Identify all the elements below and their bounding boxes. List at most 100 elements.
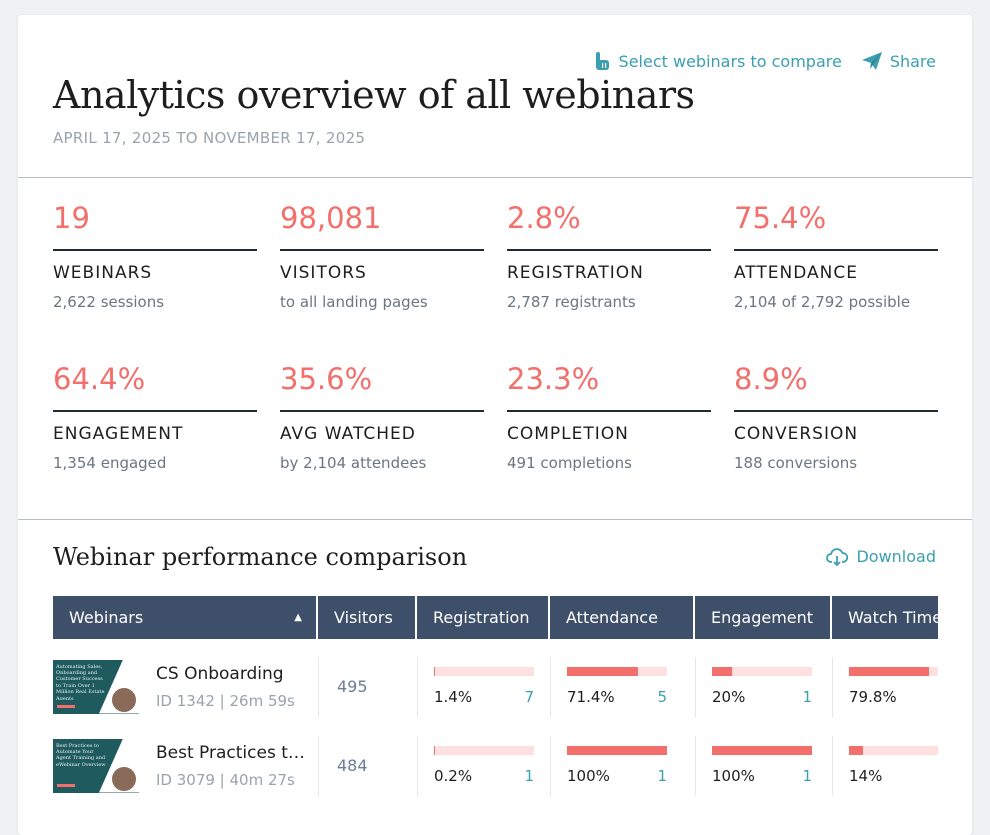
stat-divider bbox=[280, 249, 484, 251]
download-button[interactable]: Download bbox=[826, 547, 936, 566]
engagement-percent: 20% bbox=[712, 688, 745, 706]
attendance-bar-fill bbox=[567, 746, 667, 755]
attendance-bar-fill bbox=[567, 667, 638, 676]
stat-subtext: 2,104 of 2,792 possible bbox=[734, 293, 938, 311]
attendance-cell: 71.4% 5 bbox=[550, 657, 695, 717]
engagement-percent: 100% bbox=[712, 767, 755, 785]
stat-value: 64.4% bbox=[53, 362, 257, 402]
engagement-bar bbox=[712, 746, 812, 755]
date-range: APRIL 17, 2025 TO NOVEMBER 17, 2025 bbox=[53, 129, 365, 147]
stat-label: COMPLETION bbox=[507, 424, 711, 444]
stat-label: WEBINARS bbox=[53, 263, 257, 283]
stat-divider bbox=[53, 249, 257, 251]
attendance-bar bbox=[567, 667, 667, 676]
stat-avg-watched: 35.6% AVG WATCHED by 2,104 attendees bbox=[280, 362, 484, 472]
stat-divider bbox=[734, 410, 938, 412]
analytics-card: Select webinars to compare Share Analyti… bbox=[18, 15, 972, 835]
webinar-meta: ID 3079 | 40m 27s bbox=[156, 771, 305, 789]
webinar-cell[interactable]: Best Practices to Automate Your Agent Tr… bbox=[53, 736, 318, 796]
stat-registration: 2.8% REGISTRATION 2,787 registrants bbox=[507, 201, 711, 311]
stat-value: 23.3% bbox=[507, 362, 711, 402]
stat-subtext: 1,354 engaged bbox=[53, 454, 257, 472]
watch-cell: 79.8% bbox=[832, 657, 938, 717]
engagement-count[interactable]: 1 bbox=[802, 688, 812, 706]
attendance-count[interactable]: 5 bbox=[657, 688, 667, 706]
stat-divider bbox=[53, 410, 257, 412]
stat-subtext: to all landing pages bbox=[280, 293, 484, 311]
share-button[interactable]: Share bbox=[862, 51, 936, 71]
stat-label: REGISTRATION bbox=[507, 263, 711, 283]
section-title: Webinar performance comparison bbox=[53, 543, 467, 571]
stat-value: 8.9% bbox=[734, 362, 938, 402]
stat-value: 2.8% bbox=[507, 201, 711, 241]
column-webinars[interactable]: Webinars ▲ bbox=[53, 596, 318, 639]
engagement-bar bbox=[712, 667, 812, 676]
engagement-bar-fill bbox=[712, 746, 812, 755]
watch-bar-fill bbox=[849, 746, 863, 755]
table-header: Webinars ▲ Visitors Registration Attendan… bbox=[53, 596, 938, 639]
engagement-cell: 20% 1 bbox=[695, 657, 832, 717]
registration-percent: 1.4% bbox=[434, 688, 472, 706]
stat-label: AVG WATCHED bbox=[280, 424, 484, 444]
stat-completion: 23.3% COMPLETION 491 completions bbox=[507, 362, 711, 472]
table-row[interactable]: Automating Sales, Onboarding and Custome… bbox=[53, 647, 938, 726]
webinar-name[interactable]: CS Onboarding bbox=[156, 664, 295, 684]
column-attendance[interactable]: Attendance bbox=[550, 596, 695, 639]
download-label: Download bbox=[856, 547, 936, 566]
webinar-meta: ID 1342 | 26m 59s bbox=[156, 692, 295, 710]
stat-label: ENGAGEMENT bbox=[53, 424, 257, 444]
cloud-download-icon bbox=[826, 548, 848, 566]
watch-percent: 14% bbox=[849, 767, 882, 785]
watch-percent: 79.8% bbox=[849, 688, 897, 706]
stat-subtext: 2,787 registrants bbox=[507, 293, 711, 311]
column-visitors[interactable]: Visitors bbox=[318, 596, 417, 639]
paper-plane-icon bbox=[862, 52, 882, 70]
stat-value: 35.6% bbox=[280, 362, 484, 402]
sort-up-icon: ▲ bbox=[294, 612, 302, 623]
watch-bar bbox=[849, 667, 938, 676]
engagement-count[interactable]: 1 bbox=[802, 767, 812, 785]
comparison-table: Webinars ▲ Visitors Registration Attendan… bbox=[53, 596, 938, 826]
stat-webinars: 19 WEBINARS 2,622 sessions bbox=[53, 201, 257, 311]
stat-divider bbox=[507, 249, 711, 251]
attendance-percent: 71.4% bbox=[567, 688, 615, 706]
stat-engagement: 64.4% ENGAGEMENT 1,354 engaged bbox=[53, 362, 257, 472]
attendance-percent: 100% bbox=[567, 767, 610, 785]
divider bbox=[18, 177, 972, 178]
stat-value: 19 bbox=[53, 201, 257, 241]
webinar-cell[interactable]: Automating Sales, Onboarding and Custome… bbox=[53, 657, 318, 717]
share-label: Share bbox=[890, 52, 936, 71]
stat-value: 98,081 bbox=[280, 201, 484, 241]
registration-cell: 1.4% 7 bbox=[417, 657, 550, 717]
watch-cell: 14% bbox=[832, 736, 938, 796]
registration-percent: 0.2% bbox=[434, 767, 472, 785]
engagement-cell: 100% 1 bbox=[695, 736, 832, 796]
column-engagement[interactable]: Engagement bbox=[695, 596, 832, 639]
column-registration[interactable]: Registration bbox=[417, 596, 550, 639]
attendance-cell: 100% 1 bbox=[550, 736, 695, 796]
select-compare-button[interactable]: Select webinars to compare bbox=[593, 51, 842, 71]
stat-conversion: 8.9% CONVERSION 188 conversions bbox=[734, 362, 938, 472]
stat-visitors: 98,081 VISITORS to all landing pages bbox=[280, 201, 484, 311]
thumbnail-text: Best Practices to Automate Your Agent Tr… bbox=[56, 743, 108, 779]
webinar-name[interactable]: Best Practices t… bbox=[156, 743, 305, 763]
column-label: Webinars bbox=[69, 608, 143, 627]
stat-label: CONVERSION bbox=[734, 424, 938, 444]
stat-subtext: 2,622 sessions bbox=[53, 293, 257, 311]
stat-label: ATTENDANCE bbox=[734, 263, 938, 283]
column-watch-time[interactable]: Watch Time bbox=[832, 596, 938, 639]
stat-divider bbox=[734, 249, 938, 251]
stat-subtext: 188 conversions bbox=[734, 454, 938, 472]
stat-attendance: 75.4% ATTENDANCE 2,104 of 2,792 possible bbox=[734, 201, 938, 311]
stat-subtext: 491 completions bbox=[507, 454, 711, 472]
divider bbox=[18, 519, 972, 520]
attendance-count[interactable]: 1 bbox=[657, 767, 667, 785]
webinar-thumbnail: Best Practices to Automate Your Agent Tr… bbox=[53, 739, 139, 793]
registration-bar-fill bbox=[434, 667, 435, 676]
registration-count[interactable]: 7 bbox=[524, 688, 534, 706]
table-row[interactable]: Best Practices to Automate Your Agent Tr… bbox=[53, 726, 938, 805]
watch-bar-fill bbox=[849, 667, 929, 676]
attendance-bar bbox=[567, 746, 667, 755]
registration-count[interactable]: 1 bbox=[524, 767, 534, 785]
stat-subtext: by 2,104 attendees bbox=[280, 454, 484, 472]
